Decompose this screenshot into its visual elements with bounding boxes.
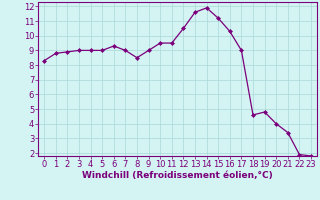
X-axis label: Windchill (Refroidissement éolien,°C): Windchill (Refroidissement éolien,°C) [82,171,273,180]
